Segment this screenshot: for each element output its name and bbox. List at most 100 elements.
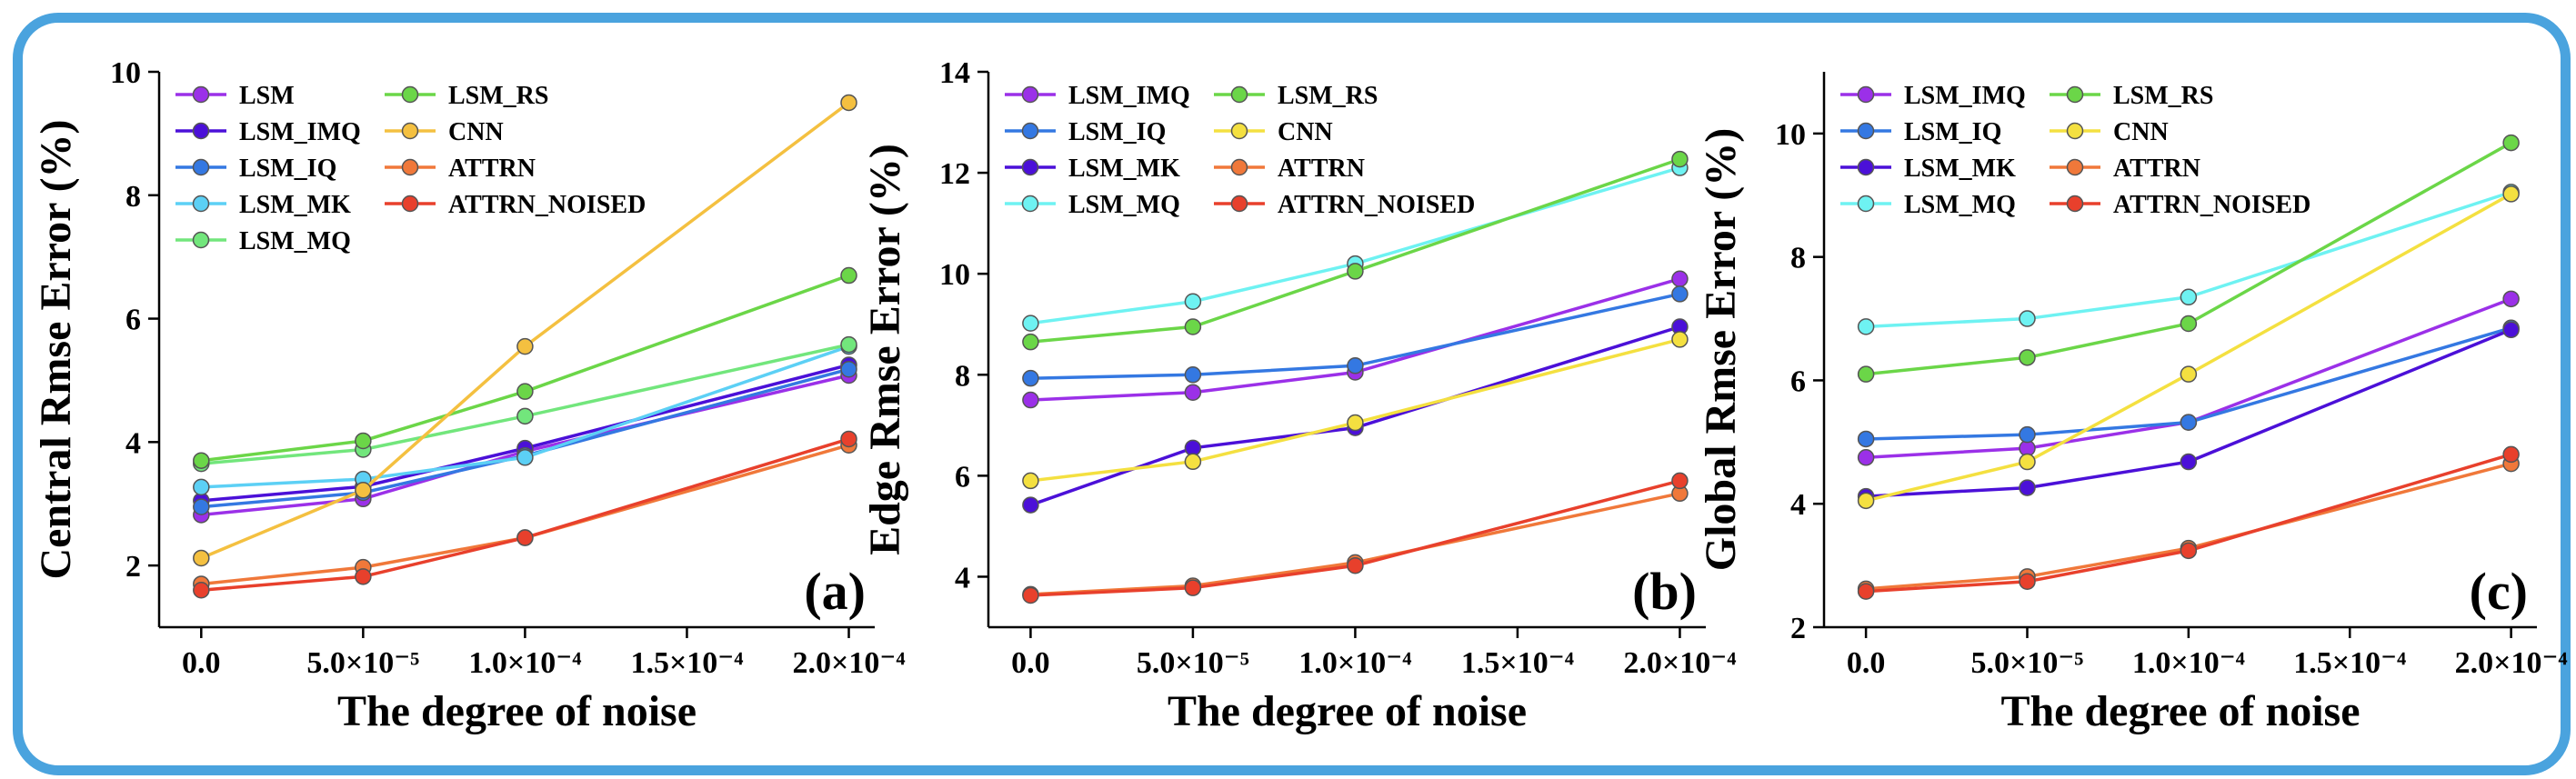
y-tick-label: 6 (1790, 365, 1806, 398)
data-point (2502, 321, 2520, 339)
legend-label: ATTRN_NOISED (2113, 191, 2310, 219)
legend-item: ATTRN_NOISED (385, 191, 646, 219)
series-cnn (193, 94, 857, 567)
legend-swatch-marker (2066, 122, 2084, 140)
legend-swatch-marker (192, 85, 210, 104)
legend-swatch-marker (192, 231, 210, 249)
legend: LSM LSM_IMQ LSM_IQ LSM_MK LSM_MQ LSM_RS CNN ATT… (175, 82, 646, 255)
legend-label: CNN (448, 118, 504, 146)
data-point (2502, 290, 2520, 308)
data-point (193, 498, 210, 515)
legend-swatch-marker (1230, 195, 1248, 213)
legend-swatch-marker (1857, 122, 1875, 140)
chart-panel-2: 4 6 8 10 12 14 0.0 5.0×10⁻⁵ 1.0×10⁻⁴ 1.5×10⁻⁴ 2.0×… (861, 56, 1736, 735)
legend-swatch-marker (1230, 85, 1248, 104)
data-point (1184, 384, 1202, 401)
legend-swatch-marker (1021, 85, 1039, 104)
data-point (1857, 318, 1875, 335)
legend-label: LSM_MK (1904, 155, 2016, 183)
series-line (200, 101, 850, 560)
legend-label: LSM_MQ (1904, 191, 2016, 219)
data-point (2180, 365, 2198, 383)
legend-item: LSM_MQ (175, 227, 351, 255)
data-point (1022, 391, 1039, 409)
data-point (193, 452, 210, 469)
data-point (1671, 150, 1689, 168)
data-point (1022, 586, 1039, 604)
data-point (1184, 366, 1202, 384)
data-point (193, 549, 210, 567)
legend-label: LSM_IQ (239, 155, 336, 183)
panel-label: (a) (804, 562, 866, 621)
data-point (516, 337, 534, 355)
legend: LSM_IMQ LSM_IQ LSM_MK LSM_MQ LSM_RS CNN ATTRN A… (1840, 82, 2310, 219)
x-tick-label: 5.0×10⁻⁵ (1970, 646, 2083, 680)
data-point (516, 449, 534, 466)
data-point (2019, 573, 2036, 591)
legend-item: CNN (2050, 118, 2169, 146)
data-point (1857, 449, 1875, 466)
data-point (355, 432, 372, 450)
x-tick-label: 2.0×10⁻⁴ (793, 646, 906, 680)
series-line (1866, 328, 2512, 498)
x-tick-label: 5.0×10⁻⁵ (1137, 646, 1249, 680)
legend-swatch-marker (1021, 158, 1039, 176)
data-point (1347, 357, 1364, 375)
data-point (193, 582, 210, 599)
x-tick-label: 1.0×10⁻⁴ (468, 646, 581, 680)
legend-item: ATTRN_NOISED (1214, 191, 1475, 219)
data-point (1184, 579, 1202, 596)
data-point (1671, 285, 1689, 303)
data-point (1022, 496, 1039, 514)
data-point (840, 94, 857, 112)
series-line (1865, 141, 2512, 376)
series-attrn-noised (1022, 472, 1689, 604)
data-point (1022, 472, 1039, 490)
legend-label: ATTRN (1278, 155, 1365, 183)
data-point (1347, 414, 1364, 432)
series-line (1030, 292, 1680, 380)
legend-item: LSM_IMQ (1840, 82, 2026, 110)
series-attrn (1022, 484, 1689, 604)
y-tick-label: 6 (955, 460, 970, 494)
data-point (1671, 472, 1689, 490)
data-point (516, 407, 534, 425)
data-point (2180, 414, 2198, 431)
legend-item: LSM_IMQ (1005, 82, 1190, 110)
data-point (1671, 270, 1689, 287)
series-lsm-mk (1857, 321, 2520, 505)
figure-frame (13, 13, 2571, 775)
series-lsm-iq (1857, 319, 2520, 448)
legend-swatch-marker (401, 85, 419, 104)
series-cnn (1022, 331, 1689, 490)
legend-label: LSM_IQ (1068, 118, 1166, 146)
legend-item: ATTRN (1214, 155, 1365, 183)
legend-swatch-marker (401, 158, 419, 176)
series-line (1866, 453, 2512, 594)
y-tick-label: 4 (1790, 488, 1806, 522)
data-point (2019, 453, 2036, 471)
legend-swatch-marker (192, 158, 210, 176)
x-tick-label: 2.0×10⁻⁴ (2455, 646, 2568, 680)
y-axis-title: Global Rmse Error (%) (1697, 128, 1745, 572)
y-tick-label: 2 (125, 550, 141, 584)
data-point (1022, 315, 1039, 332)
data-point (2019, 349, 2036, 366)
legend-label: LSM_MQ (239, 227, 351, 255)
data-point (840, 335, 857, 354)
x-axis-title: The degree of noise (337, 687, 697, 735)
data-point (1671, 331, 1689, 348)
data-point (193, 478, 210, 496)
legend-swatch-marker (2066, 158, 2084, 176)
y-tick-label: 10 (110, 56, 141, 90)
legend-swatch-marker (1857, 158, 1875, 176)
legend-item: ATTRN (2050, 155, 2200, 183)
x-tick-label: 1.0×10⁻⁴ (1298, 646, 1411, 680)
y-tick-label: 6 (125, 304, 141, 337)
legend-item: LSM_IQ (1005, 118, 1166, 146)
y-tick-label: 4 (955, 561, 970, 594)
legend-item: LSM_RS (385, 82, 548, 110)
legend-swatch-marker (192, 122, 210, 140)
data-point (1347, 556, 1364, 574)
y-tick-label: 2 (1790, 612, 1806, 645)
